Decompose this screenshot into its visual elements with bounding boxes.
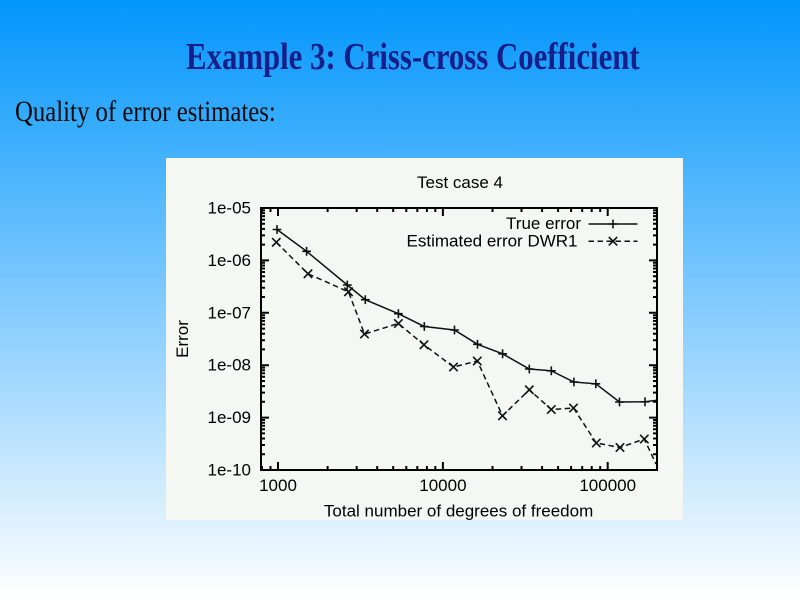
- svg-text:1e-07: 1e-07: [208, 303, 251, 322]
- svg-text:1e-08: 1e-08: [208, 356, 251, 375]
- svg-text:Total number of degrees of fre: Total number of degrees of freedom: [324, 502, 593, 521]
- svg-text:1000: 1000: [259, 476, 297, 495]
- svg-text:Estimated error DWR1: Estimated error DWR1: [407, 231, 578, 250]
- svg-text:100000: 100000: [579, 476, 636, 495]
- svg-text:1e-06: 1e-06: [208, 251, 251, 270]
- svg-text:Error: Error: [173, 320, 192, 358]
- svg-text:True error: True error: [506, 214, 581, 233]
- svg-text:1e-05: 1e-05: [208, 199, 251, 218]
- svg-text:Test case 4: Test case 4: [417, 173, 503, 192]
- svg-text:10000: 10000: [419, 476, 466, 495]
- svg-text:1e-09: 1e-09: [208, 408, 251, 427]
- svg-text:1e-10: 1e-10: [208, 461, 251, 480]
